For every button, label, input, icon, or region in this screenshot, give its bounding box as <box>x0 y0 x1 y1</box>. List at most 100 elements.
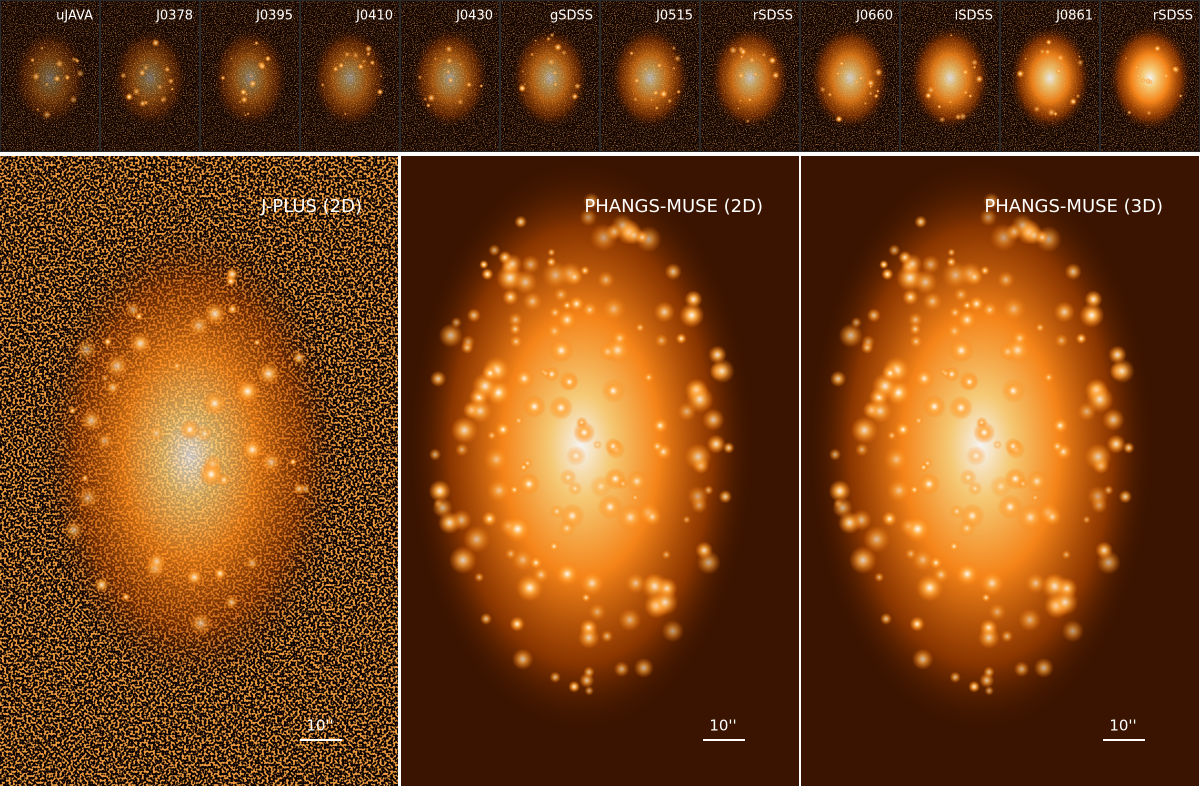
panel-content <box>401 1 499 151</box>
star-cluster <box>73 57 79 63</box>
star-cluster <box>883 446 910 473</box>
star-cluster <box>909 323 922 336</box>
star-cluster <box>1016 503 1045 531</box>
star-cluster <box>547 58 556 66</box>
star-cluster <box>1163 73 1169 79</box>
comparison-panels: J-PLUS (2D)10''PHANGS-MUSE (2D)10''PHANG… <box>0 156 1199 786</box>
star-cluster <box>1082 515 1091 524</box>
star-cluster <box>963 89 969 96</box>
galaxy-glow <box>1108 24 1192 132</box>
star-cluster <box>202 391 227 416</box>
star-cluster <box>446 57 453 65</box>
star-cluster <box>69 95 78 104</box>
star-cluster <box>568 295 585 312</box>
star-cluster <box>223 594 239 610</box>
star-cluster <box>582 192 600 210</box>
star-cluster <box>863 525 891 553</box>
star-cluster <box>838 323 863 348</box>
star-cluster <box>946 322 963 340</box>
star-cluster <box>613 661 630 677</box>
star-cluster <box>579 208 598 227</box>
star-cluster <box>258 62 266 70</box>
star-cluster <box>518 462 529 473</box>
star-cluster <box>121 592 131 602</box>
star-cluster <box>461 335 476 349</box>
star-cluster <box>1142 85 1147 90</box>
star-cluster <box>530 52 534 57</box>
star-cluster <box>581 301 598 319</box>
star-cluster <box>142 64 150 71</box>
star-cluster <box>579 570 606 597</box>
star-cluster <box>427 93 436 102</box>
star-cluster <box>151 38 160 47</box>
star-cluster <box>650 98 653 102</box>
star-cluster <box>1078 55 1081 58</box>
star-cluster <box>674 55 681 62</box>
star-cluster <box>264 55 271 62</box>
star-cluster <box>718 489 733 504</box>
star-cluster <box>861 335 876 349</box>
star-cluster <box>687 485 709 507</box>
star-cluster <box>1075 332 1087 345</box>
star-cluster <box>1084 443 1112 471</box>
star-cluster <box>1035 322 1045 333</box>
star-cluster <box>661 619 684 643</box>
star-cluster <box>909 484 920 495</box>
star-cluster <box>513 368 535 389</box>
star-cluster <box>557 519 576 538</box>
star-cluster <box>376 88 384 96</box>
star-cluster <box>911 548 935 572</box>
panel-content <box>101 1 199 151</box>
star-cluster <box>973 421 996 444</box>
star-cluster <box>511 548 535 572</box>
galaxy-glow <box>40 226 340 686</box>
star-cluster <box>549 32 555 38</box>
galaxy-glow <box>1008 24 1092 132</box>
star-cluster <box>120 72 127 79</box>
star-cluster <box>739 48 747 56</box>
star-cluster <box>1087 485 1109 507</box>
star-cluster <box>479 84 484 88</box>
star-cluster <box>548 540 560 552</box>
star-cluster <box>244 113 247 117</box>
star-cluster <box>654 333 669 348</box>
galaxy-glow <box>809 25 891 131</box>
star-cluster <box>854 79 859 85</box>
star-cluster <box>866 79 875 88</box>
star-cluster <box>625 572 647 594</box>
star-cluster <box>914 215 928 229</box>
star-cluster <box>592 440 603 450</box>
star-cluster <box>739 55 744 59</box>
star-cluster <box>567 481 583 496</box>
star-cluster <box>1106 434 1126 454</box>
star-cluster <box>147 551 167 571</box>
star-cluster <box>616 503 645 531</box>
star-cluster <box>447 77 454 84</box>
star-cluster <box>195 424 214 443</box>
star-cluster <box>868 91 873 96</box>
star-cluster <box>992 440 1003 450</box>
star-cluster <box>549 671 561 683</box>
star-cluster <box>429 370 447 387</box>
star-cluster <box>170 87 175 91</box>
star-cluster <box>643 371 655 383</box>
star-cluster <box>503 515 532 543</box>
star-cluster <box>1172 65 1181 74</box>
image-panel: PHANGS-MUSE (2D) 10'' <box>401 156 799 786</box>
star-cluster <box>1043 371 1055 383</box>
star-cluster <box>467 398 493 424</box>
star-cluster <box>1054 333 1069 348</box>
star-cluster <box>343 112 347 116</box>
star-cluster <box>656 62 662 69</box>
star-cluster <box>922 291 943 312</box>
star-cluster <box>633 77 640 84</box>
star-cluster <box>291 350 307 366</box>
filter-panel: uJAVA <box>1 1 99 151</box>
star-cluster <box>235 378 261 404</box>
star-cluster <box>874 572 885 583</box>
scale-bar-label: 10'' <box>1109 717 1136 735</box>
star-cluster <box>850 316 862 329</box>
star-cluster <box>167 77 174 85</box>
star-cluster <box>1039 48 1046 55</box>
instrument-label: J-PLUS (2D) <box>260 196 362 217</box>
